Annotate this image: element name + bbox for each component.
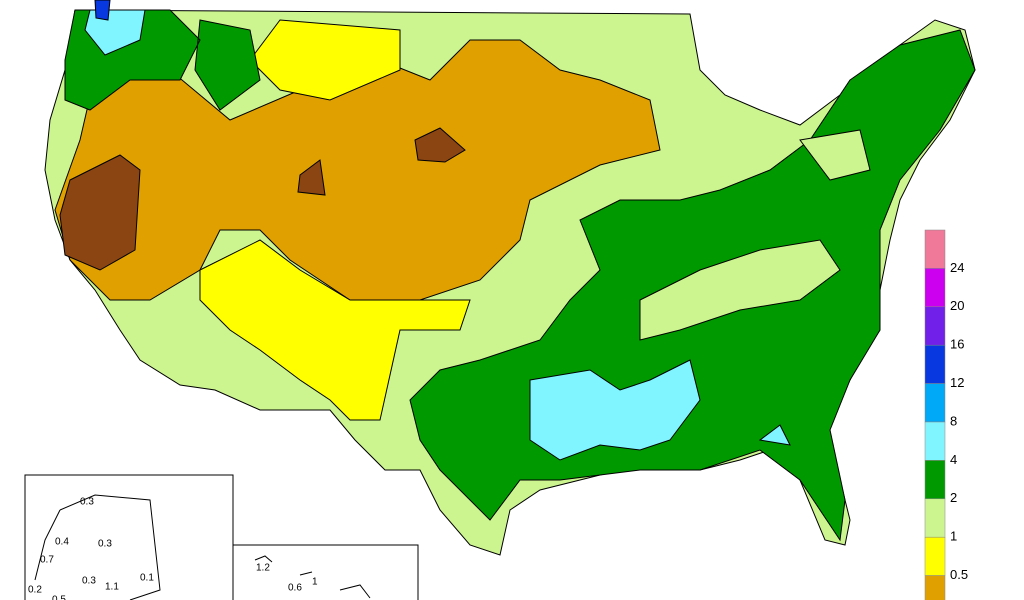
us-map <box>44 0 976 556</box>
alaska-label: 0.5 <box>52 595 66 600</box>
alaska-label: 0.3 <box>82 576 96 587</box>
wet-blue-nw <box>94 0 111 21</box>
legend-swatch <box>924 575 946 600</box>
legend-swatch <box>924 268 946 308</box>
dry-brown-wy <box>414 127 466 163</box>
legend-swatch <box>924 344 946 384</box>
alaska-label: 0.7 <box>40 555 54 566</box>
inset-frame <box>24 474 234 600</box>
alaska-label: 0.3 <box>98 539 112 550</box>
legend-label: 4 <box>950 452 957 467</box>
alaska-label: 0.2 <box>28 585 42 596</box>
alaska-inset <box>24 474 234 600</box>
hawaii-label: 1.2 <box>256 563 270 574</box>
hawaii-label: 0.6 <box>288 583 302 594</box>
inset-frame <box>232 544 419 600</box>
wet-cyan-south <box>529 359 791 461</box>
light-green-band <box>639 129 871 341</box>
legend-label: 12 <box>950 375 964 390</box>
legend-label: 0.5 <box>950 567 968 582</box>
legend-swatch <box>924 536 946 576</box>
legend-label: 20 <box>950 298 964 313</box>
hawaii-inset <box>232 544 419 600</box>
alaska-label: 0.4 <box>55 537 69 548</box>
legend-swatch <box>924 306 946 346</box>
hawaii-islands <box>254 555 371 599</box>
legend-label: 16 <box>950 337 964 352</box>
legend-label: 8 <box>950 413 957 428</box>
legend-label: 24 <box>950 260 964 275</box>
dry-orange-west <box>54 39 661 301</box>
legend-label: 1 <box>950 529 957 544</box>
legend-swatch <box>924 421 946 461</box>
wet-cyan-nw <box>84 9 146 56</box>
legend-swatch <box>924 460 946 500</box>
legend-swatch <box>924 498 946 538</box>
alaska-label: 1.1 <box>105 582 119 593</box>
dry-brown-ca <box>59 154 141 271</box>
alaska-label: 0.3 <box>80 497 94 508</box>
dry-brown-id <box>297 159 326 196</box>
legend-swatch <box>924 383 946 423</box>
hawaii-label: 1 <box>312 577 318 588</box>
alaska-label: 0.1 <box>140 573 154 584</box>
legend: 24 20 16 12 8 4 2 1 0.5 <box>924 229 968 600</box>
legend-label: 2 <box>950 490 957 505</box>
alaska-outline <box>34 494 161 600</box>
legend-swatch <box>924 229 946 269</box>
